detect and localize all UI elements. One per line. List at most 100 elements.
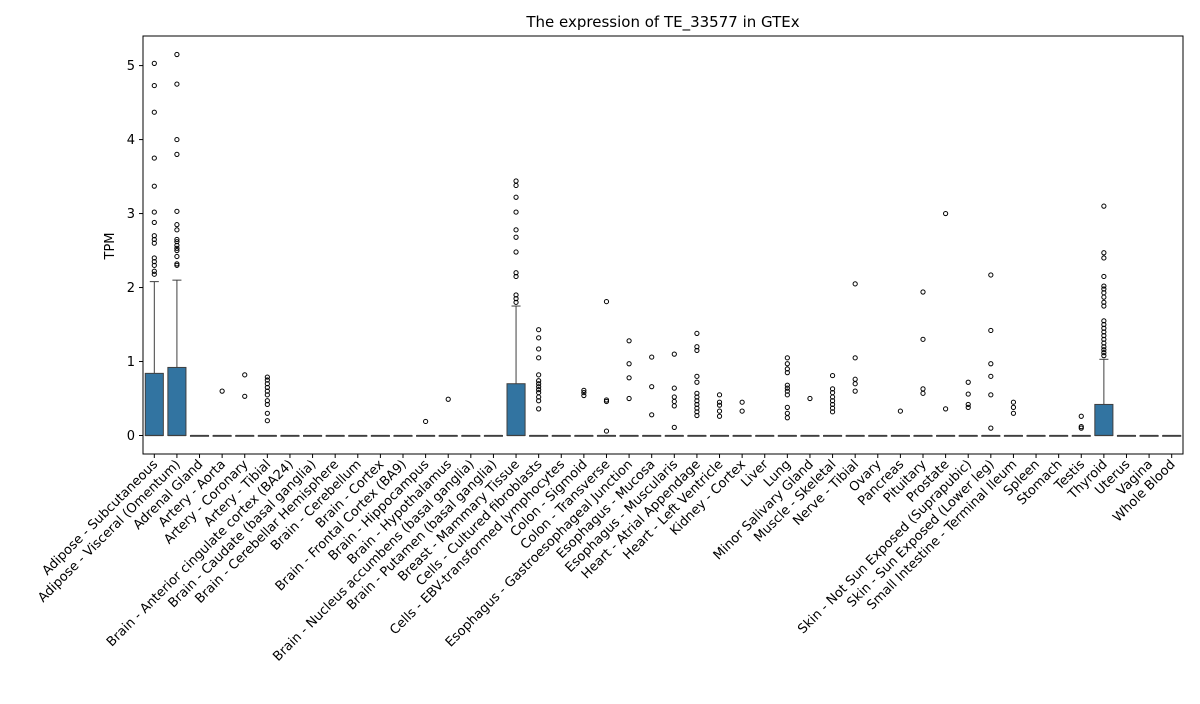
outlier-point [581,392,587,399]
outlier-point [1101,333,1107,339]
outlier-point [1101,340,1107,346]
outlier-point [174,245,180,251]
outlier-point [626,338,632,344]
outlier-point [852,281,858,287]
outlier-point [784,366,790,372]
box-body [144,372,164,437]
outlier-point [264,381,270,387]
outlier-point [1101,283,1107,289]
outlier-point [1101,273,1107,280]
outlier-point [264,377,270,383]
outlier-point [1078,413,1084,419]
outlier-point [965,404,971,410]
outlier-point [1101,290,1107,296]
outlier-point [671,385,677,391]
outlier-point [1101,303,1107,309]
outlier-point [151,259,157,265]
y-tick-label: 0 [127,429,135,444]
outlier-point [536,387,542,393]
box-body [506,383,526,437]
outlier-point [1101,325,1107,331]
outlier-point [1101,344,1107,350]
outlier-point [694,409,700,415]
outlier-point [784,410,790,416]
outlier-point [1010,404,1017,410]
outlier-point [649,412,655,418]
outlier-point [965,379,971,385]
outlier-point [943,406,949,412]
outlier-point [423,418,429,425]
outlier-point [264,388,270,394]
outlier-point [603,397,610,403]
outlier-point [920,390,926,396]
outlier-point [694,398,700,404]
outlier-point [513,234,519,240]
outlier-point [1101,347,1107,353]
outlier-point [536,389,542,396]
box-body [1094,403,1114,437]
y-tick-label: 5 [127,59,135,74]
outlier-point [513,227,519,233]
outlier-point [784,388,790,394]
outlier-point [784,404,790,410]
outlier-point [151,240,157,246]
outlier-point [151,268,157,274]
outlier-point [649,354,655,360]
outlier-point [151,262,157,268]
outlier-point [513,296,519,302]
outlier-point [151,183,157,189]
outlier-point [1078,424,1084,430]
y-tick-label: 3 [127,207,135,222]
outlier-point [716,392,723,398]
outlier-point [716,408,723,414]
outlier-point [988,425,994,431]
outlier-point [536,335,542,341]
outlier-point [174,242,180,248]
outlier-point [1101,203,1107,209]
outlier-point [264,418,270,424]
outlier-point [513,209,519,215]
outlier-point [784,361,790,367]
outlier-point [716,399,723,405]
outlier-point [219,388,225,394]
outlier-point [920,336,926,342]
y-tick-label: 1 [127,355,135,370]
outlier-point [988,272,994,278]
outlier-point [626,395,632,402]
outlier-point [671,424,677,430]
outlier-point [536,372,542,378]
outlier-point [513,194,519,200]
outlier-point [1101,250,1107,256]
outlier-point [920,289,926,295]
outlier-point [513,182,519,189]
outlier-point [536,346,542,352]
outlier-point [174,253,180,260]
outlier-point [264,410,270,416]
outlier-point [603,298,610,305]
outlier-point [151,255,157,261]
outlier-point [694,390,700,396]
outlier-point [264,384,270,391]
outlier-point [694,405,700,411]
outlier-point [829,409,836,415]
outlier-point [174,247,180,254]
outlier-point [1101,336,1107,342]
outlier-point [694,401,700,408]
outlier-point [174,151,180,157]
outlier-point [264,374,270,380]
outlier-point [852,388,858,394]
outlier-point [988,373,994,379]
outlier-point [581,389,587,396]
outlier-point [513,299,519,305]
outlier-point [739,399,745,405]
outlier-point [829,398,836,404]
outlier-point [174,227,180,233]
outlier-point [1101,321,1107,328]
outlier-point [784,370,790,376]
outlier-point [784,382,790,388]
outlier-point [513,273,519,280]
outlier-point [536,355,542,361]
outlier-point [174,208,180,214]
